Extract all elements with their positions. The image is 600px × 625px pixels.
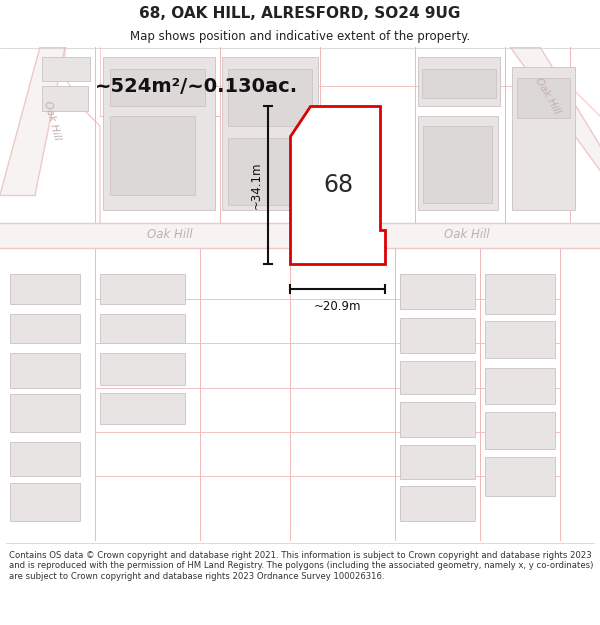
Polygon shape [485, 457, 555, 496]
Text: 68, OAK HILL, ALRESFORD, SO24 9UG: 68, OAK HILL, ALRESFORD, SO24 9UG [139, 6, 461, 21]
Polygon shape [10, 483, 80, 521]
Polygon shape [228, 69, 312, 126]
Polygon shape [290, 106, 385, 264]
Text: Oak Hill: Oak Hill [147, 228, 193, 241]
Polygon shape [423, 126, 492, 203]
Polygon shape [418, 116, 498, 210]
Polygon shape [400, 402, 475, 437]
Polygon shape [100, 392, 185, 424]
Text: ~524m²/~0.130ac.: ~524m²/~0.130ac. [95, 77, 298, 96]
Polygon shape [400, 318, 475, 353]
Polygon shape [222, 57, 318, 210]
Polygon shape [485, 412, 555, 449]
Polygon shape [400, 361, 475, 394]
Polygon shape [517, 79, 570, 118]
Polygon shape [110, 116, 195, 195]
Text: ~34.1m: ~34.1m [250, 161, 263, 209]
Polygon shape [10, 314, 80, 343]
Polygon shape [228, 138, 312, 205]
Text: Map shows position and indicative extent of the property.: Map shows position and indicative extent… [130, 30, 470, 43]
Polygon shape [0, 222, 600, 248]
Text: Oak Hill: Oak Hill [42, 100, 62, 142]
Polygon shape [422, 69, 496, 98]
Polygon shape [100, 314, 185, 343]
Text: Oak Hill: Oak Hill [445, 228, 490, 241]
Polygon shape [485, 368, 555, 404]
Polygon shape [400, 486, 475, 521]
Polygon shape [400, 274, 475, 309]
Polygon shape [512, 67, 575, 210]
Polygon shape [418, 57, 500, 106]
Text: Oak Hill: Oak Hill [533, 76, 562, 116]
Polygon shape [42, 57, 90, 81]
Polygon shape [10, 442, 80, 476]
Polygon shape [485, 321, 555, 358]
Polygon shape [0, 47, 65, 195]
Polygon shape [10, 274, 80, 304]
Polygon shape [10, 353, 80, 388]
Polygon shape [103, 57, 215, 210]
Text: Contains OS data © Crown copyright and database right 2021. This information is : Contains OS data © Crown copyright and d… [9, 551, 593, 581]
Polygon shape [510, 47, 600, 170]
Polygon shape [100, 274, 185, 304]
Polygon shape [400, 445, 475, 479]
Polygon shape [42, 86, 88, 111]
Polygon shape [100, 353, 185, 384]
Text: ~20.9m: ~20.9m [314, 300, 361, 313]
Polygon shape [485, 274, 555, 314]
Polygon shape [110, 69, 205, 106]
Text: 68: 68 [323, 173, 353, 197]
Polygon shape [10, 394, 80, 432]
